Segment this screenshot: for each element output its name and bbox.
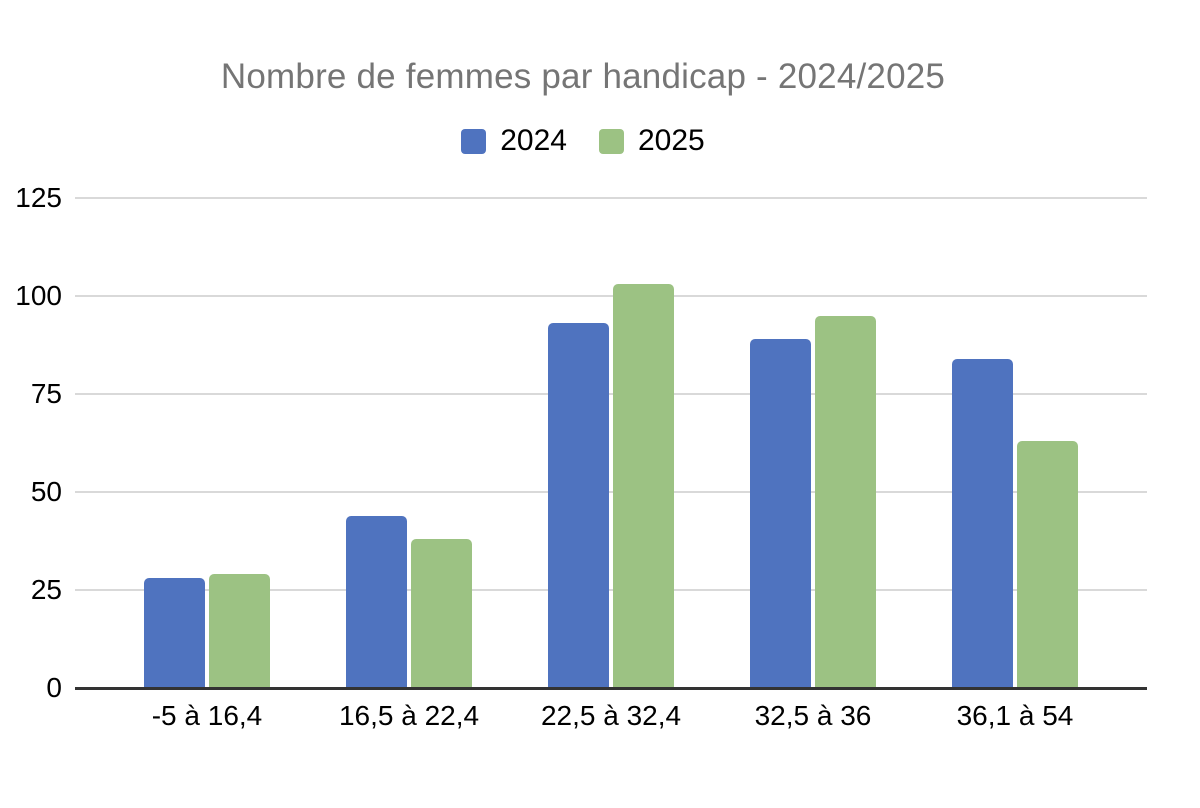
bar-group-3 [510, 198, 712, 688]
gridline-50 [75, 491, 1147, 493]
bar-group-1 [106, 198, 308, 688]
x-tick-label-1: -5 à 16,4 [151, 700, 263, 731]
bar-2024--5-à-16-4 [144, 578, 205, 688]
legend: 2024 2025 [0, 124, 1166, 158]
y-tick-label-50: 50 [30, 476, 62, 507]
bar-2024-32-5-à-36 [750, 339, 811, 688]
legend-label-2025: 2025 [638, 124, 705, 157]
x-tick-label-4: 32,5 à 36 [754, 700, 872, 731]
legend-item-2025: 2025 [599, 124, 705, 158]
bar-2025--5-à-16-4 [209, 574, 270, 688]
gridline-25 [75, 589, 1147, 591]
bar-2024-36-1-à-54 [952, 359, 1013, 688]
x-axis-labels: -5 à 16,4 16,5 à 22,4 22,5 à 32,4 32,5 à 36… [106, 700, 1116, 732]
y-tick-label-25: 25 [30, 574, 62, 605]
bar-2024-22-5-à-32-4 [548, 323, 609, 688]
x-tick-label-5: 36,1 à 54 [956, 700, 1074, 731]
bar-group-5 [914, 198, 1116, 688]
x-axis-line [75, 687, 1147, 690]
x-tick-label-3: 22,5 à 32,4 [540, 700, 682, 731]
gridline-125 [75, 197, 1147, 199]
bar-2024-16-5-à-22-4 [346, 516, 407, 688]
chart-title: Nombre de femmes par handicap - 2024/202… [220, 57, 946, 96]
legend-swatch-2024 [461, 128, 487, 154]
legend-item-2024: 2024 [461, 124, 567, 158]
gridline-100 [75, 295, 1147, 297]
gridline-75 [75, 393, 1147, 395]
bar-group-2 [308, 198, 510, 688]
legend-label-2024: 2024 [500, 124, 567, 157]
bar-2025-16-5-à-22-4 [411, 539, 472, 688]
bar-2025-22-5-à-32-4 [613, 284, 674, 688]
y-tick-label-100: 100 [15, 280, 62, 311]
bars-layer [106, 198, 1116, 688]
y-tick-label-125: 125 [15, 182, 62, 213]
legend-swatch-2025 [599, 128, 624, 154]
y-tick-label-0: 0 [46, 672, 62, 703]
bar-group-4 [712, 198, 914, 688]
y-tick-label-75: 75 [30, 378, 62, 409]
bar-2025-36-1-à-54 [1017, 441, 1078, 688]
bar-2025-32-5-à-36 [815, 316, 876, 688]
x-tick-label-2: 16,5 à 22,4 [338, 700, 480, 731]
